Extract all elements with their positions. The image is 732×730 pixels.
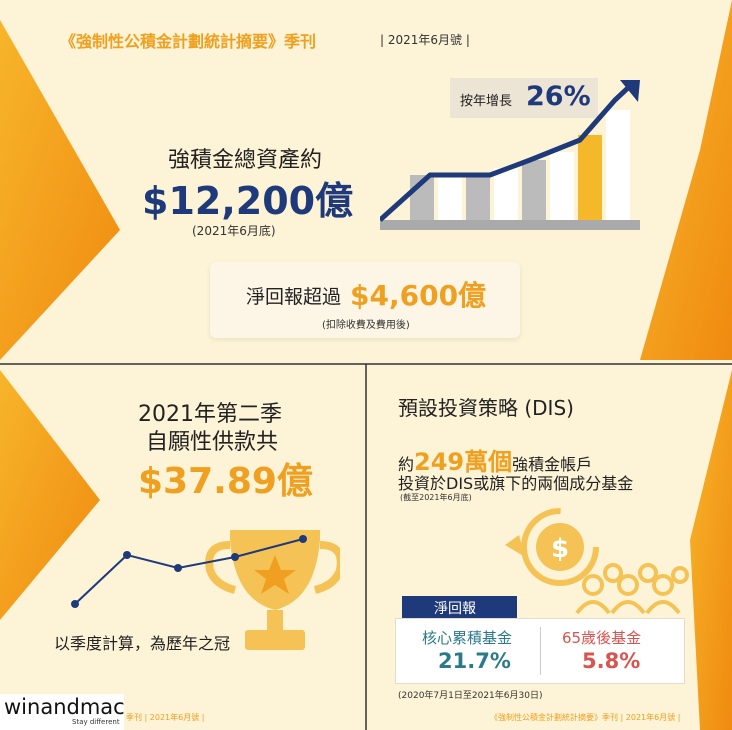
dis-suffix: 強積金帳戶 xyxy=(512,455,593,474)
growth-label: 按年增長 xyxy=(460,94,513,109)
core-value: 21.7% xyxy=(438,649,511,673)
voluntary-caption: 以季度計算，為歷年之冠 xyxy=(54,634,231,653)
trophy-illustration xyxy=(71,530,340,650)
return-tab: 淨回報 xyxy=(402,596,517,618)
growth-bars-illustration xyxy=(380,80,640,230)
net-return-value: $4,600億 xyxy=(350,279,487,312)
voluntary-value: $37.89億 xyxy=(138,461,313,502)
return-label: 淨回報 xyxy=(434,601,476,617)
dis-note: (截至2021年6月底) xyxy=(400,493,472,502)
dis-title: 預設投資策略 (DIS) xyxy=(398,396,574,420)
svg-text:$: $ xyxy=(551,534,569,564)
assets-label: 強積金總資產約 xyxy=(168,148,323,173)
return-box: 核心累積基金 21.7% 65歲後基金 5.8% xyxy=(395,618,685,684)
dis-prefix: 約 xyxy=(398,455,415,474)
net-return-card: 淨回報超過 $4,600億 (扣除收費及費用後) xyxy=(210,262,520,338)
dis-count: 249萬個 xyxy=(414,448,513,476)
age65-label: 65歲後基金 xyxy=(562,629,642,647)
net-return-note: (扣除收費及費用後) xyxy=(322,320,410,331)
return-divider xyxy=(540,627,541,675)
header-issue: | 2021年6月號 | xyxy=(380,33,470,47)
coin-people-illustration: $ xyxy=(505,508,689,615)
growth-value: 26% xyxy=(526,81,591,112)
net-return-label: 淨回報超過 xyxy=(246,286,342,308)
voluntary-line1: 2021年第二季 xyxy=(138,402,282,427)
dis-count-line: 約249萬個強積金帳戶 xyxy=(398,442,592,477)
age65-value: 5.8% xyxy=(582,649,641,673)
dis-line2: 投資於DIS或旗下的兩個成分基金 xyxy=(398,474,634,493)
core-label: 核心累積基金 xyxy=(422,629,513,647)
dis-period: (2020年7月1日至2021年6月30日) xyxy=(398,691,543,701)
header-title: 《強制性公積金計劃統計摘要》季刊 xyxy=(60,32,317,51)
brand-logo: winandmac Stay different xyxy=(0,694,125,730)
footer-left-issue: 季刊 | 2021年6月號 | xyxy=(126,713,205,722)
footer-right-title: 《強制性公積金計劃統計摘要》季刊 | 2021年6月號 | xyxy=(490,713,681,722)
brand-tagline: Stay different xyxy=(72,718,120,726)
assets-date: (2021年6月底) xyxy=(192,224,276,238)
growth-badge: 按年增長 26% xyxy=(450,78,598,118)
assets-value: $12,200億 xyxy=(142,179,354,223)
voluntary-line2: 自願性供款共 xyxy=(146,430,279,455)
brand-name: winandmac xyxy=(4,695,125,719)
